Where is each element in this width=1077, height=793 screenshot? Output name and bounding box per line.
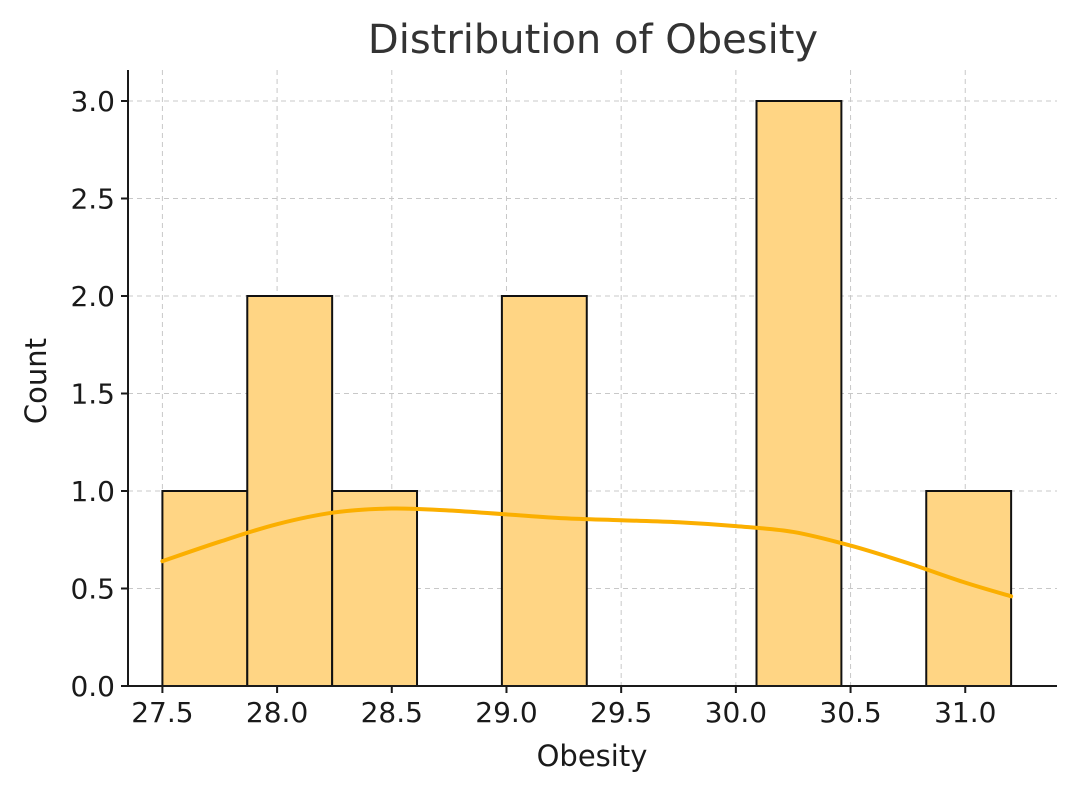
- y-tick-label: 0.0: [70, 670, 115, 703]
- histogram-bar-1: [246, 295, 334, 687]
- y-axis-label: Count: [19, 338, 53, 424]
- histogram-bar-7: [755, 100, 843, 687]
- histogram-bar-0: [161, 490, 249, 687]
- x-tick-label: 31.0: [934, 696, 996, 729]
- histogram-bar-2: [331, 490, 419, 687]
- histogram-bar-4: [500, 295, 588, 687]
- kde-curve: [160, 506, 1014, 599]
- y-tick-label: 1.5: [70, 378, 115, 411]
- x-tick-label: 28.5: [361, 696, 423, 729]
- axes: [121, 70, 1057, 693]
- y-tick-label: 2.5: [70, 183, 115, 216]
- x-tick-labels: 27.5 28.0 28.5 29.0 29.5 30.0 30.5 31.0: [131, 696, 996, 729]
- x-tick-label: 30.5: [819, 696, 881, 729]
- chart-title: Distribution of Obesity: [368, 17, 818, 63]
- histogram-bars: [161, 100, 1013, 687]
- y-tick-labels: 0.0 0.5 1.0 1.5 2.0 2.5 3.0: [70, 85, 115, 703]
- x-axis-label: Obesity: [537, 739, 648, 773]
- x-tick-label: 29.5: [590, 696, 652, 729]
- x-tick-label: 27.5: [131, 696, 193, 729]
- x-tick-label: 30.0: [705, 696, 767, 729]
- y-tick-label: 1.0: [70, 475, 115, 508]
- x-tick-label: 28.0: [246, 696, 308, 729]
- y-tick-label: 0.5: [70, 573, 115, 606]
- y-tick-label: 3.0: [70, 85, 115, 118]
- x-tick-label: 29.0: [475, 696, 537, 729]
- y-tick-label: 2.0: [70, 280, 115, 313]
- histogram-bar-9: [925, 490, 1013, 687]
